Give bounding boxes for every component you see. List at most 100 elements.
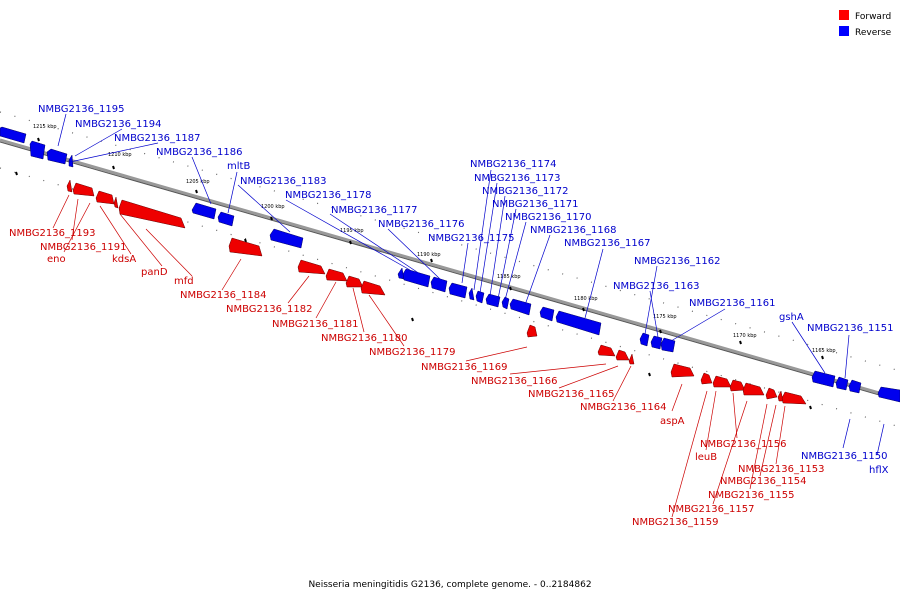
gene-reverse[interactable] (475, 290, 485, 304)
gene-label-nmbg2136-1182[interactable]: NMBG2136_1182 (226, 304, 312, 315)
gene-label-nmbg2136-1180[interactable]: NMBG2136_1180 (321, 333, 407, 344)
tick-marks (15, 137, 824, 410)
gene-label-nmbg2136-1183[interactable]: NMBG2136_1183 (240, 176, 326, 187)
gene-forward[interactable] (297, 259, 326, 275)
legend-reverse-swatch (839, 26, 849, 36)
gene-forward[interactable] (72, 182, 95, 197)
gene-forward[interactable] (325, 268, 348, 282)
gene-forward[interactable] (597, 344, 616, 357)
gene-label-nmbg2136-1177[interactable]: NMBG2136_1177 (331, 205, 417, 216)
gene-label-nmbg2136-1166[interactable]: NMBG2136_1166 (471, 376, 557, 387)
gene-reverse[interactable] (468, 287, 475, 301)
gene-reverse[interactable] (555, 310, 602, 336)
gene-label-gsha[interactable]: gshA (779, 312, 804, 323)
gene-label-hflx[interactable]: hflX (869, 465, 889, 476)
gene-forward[interactable] (765, 387, 778, 400)
gene-label-nmbg2136-1179[interactable]: NMBG2136_1179 (369, 347, 455, 358)
gene-forward[interactable] (781, 391, 807, 405)
gene-label-leub[interactable]: leuB (695, 452, 717, 463)
gene-forward[interactable] (113, 196, 119, 209)
kbp-label: 1215 kbp (33, 124, 57, 130)
gene-forward[interactable] (360, 280, 386, 296)
gene-reverse[interactable] (269, 228, 304, 249)
gene-label-nmbg2136-1163[interactable]: NMBG2136_1163 (613, 281, 699, 292)
gene-label-nmbg2136-1193[interactable]: NMBG2136_1193 (9, 228, 95, 239)
gene-label-mltb[interactable]: mltB (227, 161, 250, 172)
gene-reverse[interactable] (639, 332, 650, 347)
gene-reverse[interactable] (485, 293, 501, 308)
gene-reverse[interactable] (539, 306, 555, 322)
gene-label-nmbg2136-1159[interactable]: NMBG2136_1159 (632, 517, 718, 528)
gene-label-nmbg2136-1151[interactable]: NMBG2136_1151 (807, 323, 893, 334)
gene-label-nmbg2136-1174[interactable]: NMBG2136_1174 (470, 159, 556, 170)
gene-reverse[interactable] (402, 268, 431, 288)
gene-label-nmbg2136-1172[interactable]: NMBG2136_1172 (482, 186, 568, 197)
gene-forward[interactable] (670, 363, 695, 378)
gene-label-pand[interactable]: panD (141, 267, 168, 278)
gene-reverse[interactable] (448, 282, 468, 299)
gene-label-nmbg2136-1173[interactable]: NMBG2136_1173 (474, 173, 560, 184)
gene-reverse[interactable] (46, 148, 68, 165)
gene-reverse[interactable] (660, 337, 676, 353)
gene-label-nmbg2136-1191[interactable]: NMBG2136_1191 (40, 242, 126, 253)
gene-label-nmbg2136-1155[interactable]: NMBG2136_1155 (708, 490, 794, 501)
kbp-label: 1205 kbp (186, 179, 210, 185)
gene-forward[interactable] (118, 199, 186, 229)
gene-label-nmbg2136-1162[interactable]: NMBG2136_1162 (634, 256, 720, 267)
gene-label-nmbg2136-1171[interactable]: NMBG2136_1171 (492, 199, 578, 210)
gene-forward[interactable] (615, 349, 630, 361)
gene-forward[interactable] (66, 179, 73, 193)
gene-label-nmbg2136-1161[interactable]: NMBG2136_1161 (689, 298, 775, 309)
gene-forward[interactable] (526, 324, 538, 338)
gene-forward[interactable] (712, 375, 732, 388)
gene-label-nmbg2136-1175[interactable]: NMBG2136_1175 (428, 233, 514, 244)
gene-label-nmbg2136-1156[interactable]: NMBG2136_1156 (700, 439, 786, 450)
gene-reverse[interactable] (848, 379, 862, 394)
gene-label-nmbg2136-1157[interactable]: NMBG2136_1157 (668, 504, 754, 515)
gene-reverse[interactable] (217, 211, 235, 227)
gene-reverse[interactable] (430, 276, 448, 293)
gene-label-nmbg2136-1153[interactable]: NMBG2136_1153 (738, 464, 824, 475)
gene-label-nmbg2136-1186[interactable]: NMBG2136_1186 (156, 147, 242, 158)
gene-forward[interactable] (700, 372, 713, 385)
gene-label-nmbg2136-1167[interactable]: NMBG2136_1167 (564, 238, 650, 249)
gene-label-nmbg2136-1187[interactable]: NMBG2136_1187 (114, 133, 200, 144)
gene-reverse[interactable] (501, 296, 510, 310)
gene-label-nmbg2136-1176[interactable]: NMBG2136_1176 (378, 219, 464, 230)
gene-label-nmbg2136-1195[interactable]: NMBG2136_1195 (38, 104, 124, 115)
gene-label-nmbg2136-1170[interactable]: NMBG2136_1170 (505, 212, 591, 223)
gene-label-kdsa[interactable]: kdsA (112, 254, 136, 265)
gene-label-nmbg2136-1181[interactable]: NMBG2136_1181 (272, 319, 358, 330)
gene-label-nmbg2136-1164[interactable]: NMBG2136_1164 (580, 402, 666, 413)
gene-forward[interactable] (228, 237, 263, 257)
gene-reverse[interactable] (877, 386, 900, 403)
gene-label-nmbg2136-1194[interactable]: NMBG2136_1194 (75, 119, 161, 130)
gene-label-nmbg2136-1154[interactable]: NMBG2136_1154 (720, 476, 806, 487)
gene-reverse[interactable] (650, 335, 663, 350)
gene-reverse[interactable] (29, 140, 46, 160)
gene-reverse[interactable] (191, 202, 217, 220)
gene-reverse[interactable] (509, 298, 532, 316)
gene-label-eno[interactable]: eno (47, 254, 66, 265)
genome-backbone (0, 138, 900, 402)
gene-label-nmbg2136-1168[interactable]: NMBG2136_1168 (530, 225, 616, 236)
gene-reverse[interactable] (0, 126, 27, 144)
gene-label-nmbg2136-1150[interactable]: NMBG2136_1150 (801, 451, 887, 462)
gene-forward[interactable] (345, 275, 364, 288)
kbp-label: 1200 kbp (261, 204, 285, 210)
gene-label-nmbg2136-1184[interactable]: NMBG2136_1184 (180, 290, 266, 301)
gene-reverse[interactable] (835, 376, 849, 391)
gene-label-aspa[interactable]: aspA (660, 416, 685, 427)
gene-label-nmbg2136-1178[interactable]: NMBG2136_1178 (285, 190, 371, 201)
gene-label-mfd[interactable]: mfd (174, 276, 194, 287)
gene-reverse[interactable] (811, 370, 836, 388)
gene-label-nmbg2136-1169[interactable]: NMBG2136_1169 (421, 362, 507, 373)
gene-forward[interactable] (628, 353, 635, 365)
gene-forward[interactable] (742, 382, 765, 396)
gene-forward[interactable] (95, 190, 115, 205)
gene-label-nmbg2136-1165[interactable]: NMBG2136_1165 (528, 389, 614, 400)
gene-forward[interactable] (729, 379, 746, 392)
kbp-label: 1170 kbp (733, 333, 757, 339)
gene-reverse[interactable] (68, 154, 74, 168)
